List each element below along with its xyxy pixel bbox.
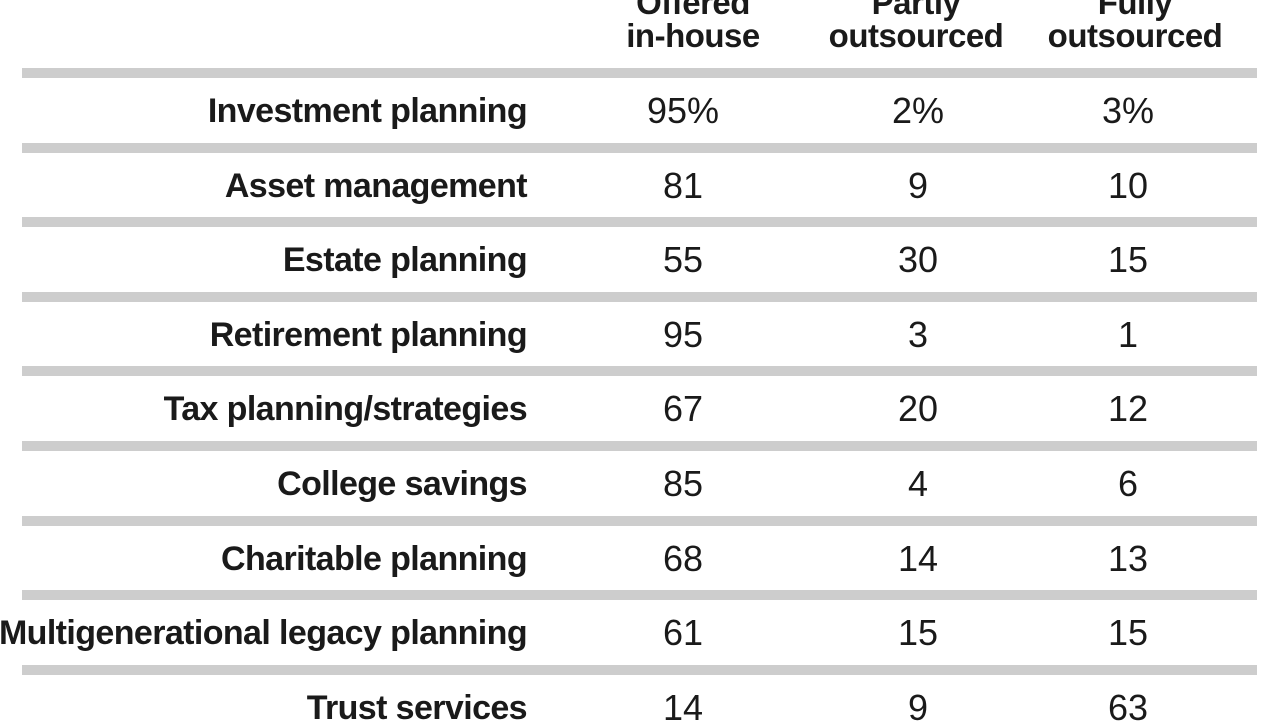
table-cell: 1 <box>1117 313 1139 355</box>
column-header-partly-outsourced: Partly outsourced <box>821 0 1011 52</box>
row-label: Tax planning/strategies <box>163 390 528 429</box>
table-cell: 13 <box>1107 537 1149 579</box>
table-cell: 2% <box>891 90 945 131</box>
row-label: Investment planning <box>207 92 528 130</box>
table-cell: 9 <box>907 164 929 206</box>
table-cell: 3% <box>1101 90 1155 131</box>
table-cell: 14 <box>897 537 939 579</box>
table-cell: 9 <box>907 686 929 728</box>
table-cell: 20 <box>897 388 939 430</box>
row-separator-band <box>22 68 1257 78</box>
row-label: Asset management <box>224 166 528 205</box>
row-separator-band <box>22 291 1257 302</box>
row-separator-band <box>22 142 1257 153</box>
row-label: Charitable planning <box>221 539 528 578</box>
column-header-line: Offered <box>636 0 750 21</box>
row-label: Trust services <box>306 688 528 727</box>
table-cell: 95 <box>662 313 704 355</box>
table-cell: 14 <box>662 686 704 728</box>
table-cell: 30 <box>897 239 939 281</box>
table-cell: 15 <box>1107 612 1149 654</box>
table-cell: 95% <box>646 90 720 131</box>
column-header-line: Partly <box>871 0 961 21</box>
table-cell: 55 <box>662 239 704 281</box>
table-cell: 15 <box>897 612 939 654</box>
table-cell: 12 <box>1107 388 1149 430</box>
row-separator-band <box>22 664 1257 675</box>
column-header-line: Fully <box>1097 0 1173 21</box>
table-cell: 15 <box>1107 239 1149 281</box>
column-header-line: in-house <box>626 17 760 54</box>
row-separator-band <box>22 217 1257 228</box>
table-cell: 10 <box>1107 164 1149 206</box>
table-cell: 6 <box>1117 463 1139 504</box>
table-cell: 85 <box>662 463 704 504</box>
table-cell: 67 <box>662 388 704 430</box>
table-cell: 61 <box>662 612 704 654</box>
row-label: Multigenerational legacy planning <box>0 614 528 653</box>
row-separator-band <box>22 515 1257 526</box>
column-header-fully-outsourced: Fully outsourced <box>1040 0 1230 52</box>
column-header-offered-in-house: Offered in-house <box>603 0 783 52</box>
table-cell: 81 <box>662 164 704 206</box>
row-label: Retirement planning <box>209 315 528 354</box>
row-separator-band <box>22 590 1257 601</box>
column-header-line: outsourced <box>1047 17 1223 54</box>
table-cell: 63 <box>1107 686 1149 728</box>
table-cell: 4 <box>907 463 929 504</box>
table-cell: 3 <box>907 313 929 355</box>
row-separator-band <box>22 366 1257 377</box>
column-header-line: outsourced <box>828 17 1004 54</box>
row-separator-band <box>22 441 1257 451</box>
table-cell: 68 <box>662 537 704 579</box>
row-label: Estate planning <box>282 241 528 280</box>
row-label: College savings <box>277 465 527 503</box>
